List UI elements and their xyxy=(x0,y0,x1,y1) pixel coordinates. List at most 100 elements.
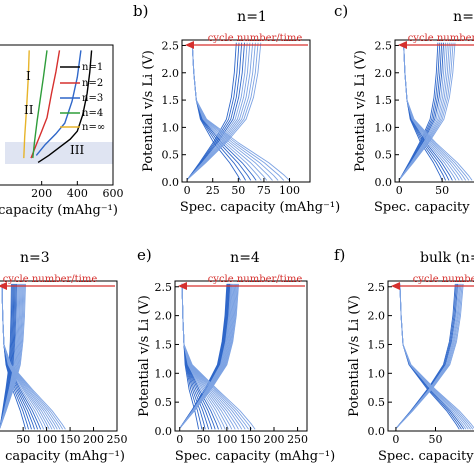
panel-c: 0 50 0.0 0.5 1.0 1.5 2.0 2.5 cycle number/time n=… xyxy=(334,2,474,215)
charge-curve xyxy=(187,42,251,180)
x-tick-label: 0 xyxy=(396,184,403,197)
y-tick-label: 0.0 xyxy=(162,176,180,189)
panel-title: n=2 xyxy=(453,9,474,25)
panel-f: 0 50 0.0 0.5 1.0 1.5 2.0 2.5 cycle number/time bu… xyxy=(334,246,474,464)
charge-curve xyxy=(179,283,240,429)
series-curve xyxy=(32,50,48,159)
x-tick-label: 600 xyxy=(103,187,124,200)
discharge-curve xyxy=(1,283,66,430)
region-label: I xyxy=(26,69,31,83)
discharge-curve xyxy=(399,283,474,429)
charge-curve xyxy=(187,42,240,180)
y-axis-label: Potential v/s Li (V) xyxy=(137,295,152,417)
x-axis-label: Spec. capacity (mAhg⁻¹) xyxy=(378,449,474,464)
plot-frame xyxy=(0,280,118,432)
charge-curve xyxy=(187,42,259,180)
panel-a-plot xyxy=(5,50,113,164)
y-axis-label: Potential v/s Li (V) xyxy=(347,295,362,417)
x-axis-label: Spec. capacity (mAhg⁻¹) xyxy=(180,200,340,215)
charge-curve xyxy=(399,42,443,180)
discharge-curve xyxy=(403,42,473,181)
y-tick-label: 1.5 xyxy=(368,338,386,351)
region-label: III xyxy=(70,143,84,157)
time-arrow-head xyxy=(391,282,400,290)
y-tick-label: 2.0 xyxy=(162,67,180,80)
y-tick-label: 1.0 xyxy=(375,121,393,134)
discharge-curve xyxy=(399,283,474,430)
panel-title: n=3 xyxy=(20,250,50,266)
legend-label: n=2 xyxy=(82,78,103,89)
x-tick-label: 0 xyxy=(392,433,399,446)
charge-curve xyxy=(187,42,245,180)
discharge-curve xyxy=(1,283,48,430)
panel-title: bulk (n= xyxy=(420,250,474,266)
y-tick-label: 0.5 xyxy=(368,396,386,409)
x-tick-label: 50 xyxy=(429,433,443,446)
region-band xyxy=(5,142,113,164)
y-tick-label: 2.0 xyxy=(375,67,393,80)
x-tick-label: 50 xyxy=(231,184,245,197)
x-tick-label: 150 xyxy=(60,433,81,446)
legend-label: n=∞ xyxy=(82,122,105,133)
plot-frame xyxy=(394,39,474,183)
charge-curve xyxy=(187,42,262,180)
x-tick-label: 100 xyxy=(279,184,300,197)
y-tick-label: 2.5 xyxy=(162,39,180,52)
x-tick-label: 50 xyxy=(196,433,210,446)
curves xyxy=(179,283,256,430)
y-axis-label: Potential v/s Li (V) xyxy=(353,50,368,172)
x-tick-label: 150 xyxy=(240,433,261,446)
y-tick-label: 1.0 xyxy=(368,367,386,380)
charge-curve xyxy=(187,42,237,180)
x-tick-label: 25 xyxy=(206,184,220,197)
x-tick-label: 200 xyxy=(264,433,285,446)
y-tick-label: 0.5 xyxy=(155,396,173,409)
x-tick-label: 0 xyxy=(184,184,191,197)
panel-letter: f) xyxy=(334,246,345,264)
legend-label: n=1 xyxy=(82,62,103,73)
y-tick-label: 1.5 xyxy=(155,338,173,351)
y-tick-label: 0.0 xyxy=(155,425,173,438)
panel-title: n=1 xyxy=(237,9,267,25)
x-tick-label: 50 xyxy=(435,184,449,197)
charge-curve xyxy=(399,42,450,180)
charge-curve xyxy=(395,283,464,429)
curves xyxy=(0,283,66,430)
time-arrow-label: cycle number/time xyxy=(413,274,474,285)
x-axis-label: Spec. capacity (mAhg⁻¹) xyxy=(374,200,474,215)
x-axis-label: capacity (mAhg⁻¹) xyxy=(5,449,125,464)
discharge-curve xyxy=(181,283,256,430)
time-arrow-label: cycle number/time xyxy=(208,33,303,44)
x-tick-label: 50 xyxy=(16,433,30,446)
y-tick-label: 2.0 xyxy=(155,310,173,323)
panel-letter: b) xyxy=(133,2,148,20)
time-arrow-label: cycle number/time xyxy=(208,274,303,285)
x-tick-label: 400 xyxy=(67,187,88,200)
panel-letter: c) xyxy=(334,2,348,20)
region-label: II xyxy=(24,103,34,117)
legend-label: n=3 xyxy=(82,93,103,104)
panel-title: n=4 xyxy=(230,250,260,266)
series-curve xyxy=(30,50,61,159)
discharge-curve xyxy=(191,42,290,181)
x-tick-label: 250 xyxy=(107,433,128,446)
y-tick-label: 0.5 xyxy=(375,149,393,162)
time-arrow-label: cycle number/time xyxy=(3,274,98,285)
y-tick-label: 1.5 xyxy=(162,94,180,107)
plot-frame xyxy=(174,280,308,432)
x-tick-label: 0 xyxy=(176,433,183,446)
plot-frame xyxy=(181,39,311,183)
charge-curve xyxy=(187,42,256,180)
y-tick-label: 1.0 xyxy=(155,367,173,380)
legend-label: n=4 xyxy=(82,108,103,119)
charge-curve xyxy=(187,42,254,180)
charge-curve xyxy=(399,42,454,180)
x-tick-label: 75 xyxy=(257,184,271,197)
time-arrow-head xyxy=(0,282,7,290)
y-tick-label: 2.0 xyxy=(368,310,386,323)
y-tick-label: 0.5 xyxy=(162,149,180,162)
panel-e: 0 50 100 150 200 250 0.0 0.5 1.0 1.5 2.0 2.5 cycle n… xyxy=(137,246,335,464)
x-tick-label: 100 xyxy=(216,433,237,446)
